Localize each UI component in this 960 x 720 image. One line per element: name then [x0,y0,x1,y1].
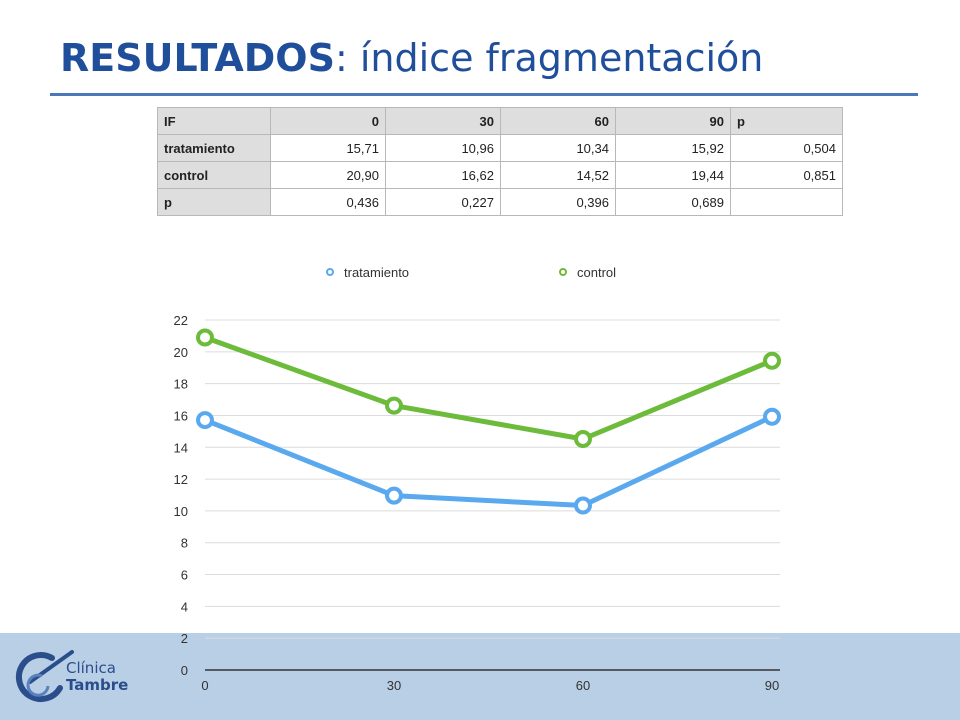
table-header-cell: IF [157,107,271,135]
page-title: RESULTADOS: índice fragmentación [60,36,763,80]
table-cell: 10,34 [500,134,616,162]
logo-text: Clínica Tambre [66,660,128,694]
series-line-tratamiento [204,414,774,508]
y-tick-label: 2 [181,631,188,646]
data-point-tratamiento [196,411,214,430]
title-divider [50,93,918,96]
clinica-logo [15,650,74,703]
y-tick-label: 16 [174,408,188,423]
x-tick-label: 0 [201,678,208,693]
table-header-cell: 90 [615,107,731,135]
data-point-control [385,396,403,415]
table-row: p 0,436 0,227 0,396 0,689 [157,188,843,216]
title-bold: RESULTADOS [60,36,335,80]
table-cell: 16,62 [385,161,501,189]
table-cell: 0,396 [500,188,616,216]
table-row-label: control [157,161,271,189]
table-header-cell: p [730,107,843,135]
data-point-control [196,328,214,347]
series-line-control [204,335,773,442]
y-tick-label: 14 [174,440,188,455]
y-tick-label: 12 [174,472,188,487]
line-chart: 0 2 4 6 8 10 12 14 16 18 20 22 0 30 60 90 tratamiento con… [174,265,781,693]
data-point-tratamiento [763,407,781,426]
table-cell: 20,90 [270,161,386,189]
legend-marker [326,268,334,276]
table-cell: 0,504 [730,134,843,162]
table-cell: 0,851 [730,161,843,189]
table-header-cell: 30 [385,107,501,135]
results-table: IF 0 30 60 90 p tratamiento 15,71 10,96 … [157,107,843,216]
y-tick-label: 4 [181,599,188,614]
table-cell: 10,96 [385,134,501,162]
data-point-control [763,351,781,370]
y-tick-label: 6 [181,568,188,583]
x-tick-label: 60 [576,678,590,693]
table-cell: 15,92 [615,134,731,162]
table-header-cell: 0 [270,107,386,135]
x-tick-label: 30 [387,678,401,693]
table-cell: 0,227 [385,188,501,216]
x-tick-label: 90 [765,678,779,693]
legend-label: tratamiento [344,265,409,280]
table-cell: 19,44 [615,161,731,189]
table-row: control 20,90 16,62 14,52 19,44 0,851 [157,161,843,189]
y-tick-label: 0 [181,663,188,678]
table-header-row: IF 0 30 60 90 p [157,107,843,135]
logo-line1: Clínica [66,659,116,677]
data-point-tratamiento [385,486,403,505]
y-tick-label: 20 [174,345,188,360]
legend-label: control [577,265,616,280]
y-tick-label: 10 [174,504,188,519]
table-cell [730,188,843,216]
table-row-label: p [157,188,271,216]
data-point-control [574,430,592,448]
y-tick-label: 8 [181,536,188,551]
table-cell: 0,436 [270,188,386,216]
logo-line2: Tambre [66,676,129,694]
footer-band [0,633,960,720]
y-tick-label: 22 [174,313,188,328]
data-point-tratamiento [574,496,592,515]
title-rest: : índice fragmentación [334,36,764,80]
table-row: tratamiento 15,71 10,96 10,34 15,92 0,50… [157,134,843,162]
table-cell: 0,689 [615,188,731,216]
table-cell: 14,52 [500,161,616,189]
legend-marker [559,268,567,276]
table-row-label: tratamiento [157,134,271,162]
table-cell: 15,71 [270,134,386,162]
y-tick-label: 18 [174,377,188,392]
table-header-cell: 60 [500,107,616,135]
